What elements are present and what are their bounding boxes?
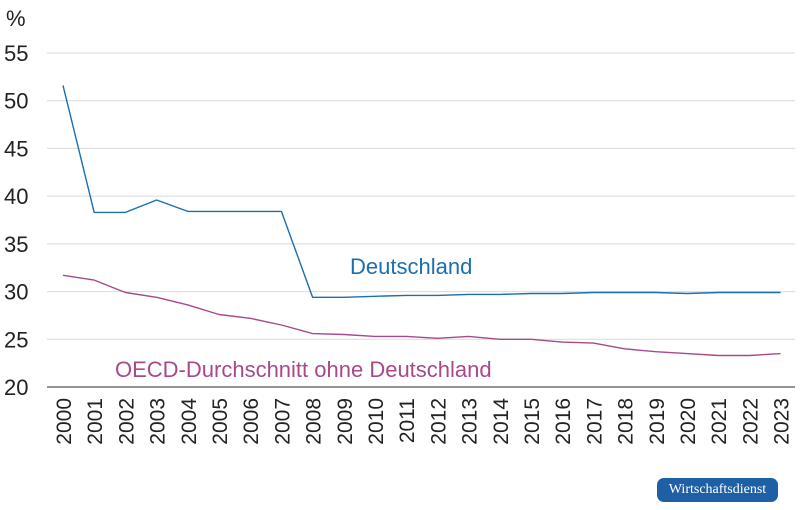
x-tick-label: 2008: [303, 398, 326, 445]
y-tick-label: 50: [4, 89, 28, 114]
x-tick-label: 2016: [552, 398, 575, 445]
x-tick-label: 2020: [677, 398, 700, 445]
x-axis-ticks: 2000 2001 2002 2003 2004 2005 2006 2007 2008 2009…: [53, 398, 794, 445]
series-label-deutschland: Deutschland: [350, 254, 472, 279]
y-tick-label: 40: [4, 184, 28, 209]
y-tick-label: 25: [4, 327, 28, 352]
y-tick-label: 45: [4, 136, 28, 161]
x-tick-label: 2015: [521, 398, 544, 445]
y-tick-label: 20: [4, 375, 28, 400]
x-tick-label: 2023: [771, 398, 794, 445]
x-tick-label: 2001: [84, 398, 107, 445]
x-tick-label: 2018: [615, 398, 638, 445]
gridlines: [47, 52, 795, 340]
x-tick-label: 2011: [396, 398, 419, 443]
series-label-oecd-average: OECD-Durchschnitt ohne Deutschland: [115, 357, 492, 382]
series-lines: [62, 85, 781, 357]
y-axis-ticks: 20 25 30 35 40 45 50 55: [4, 41, 28, 400]
x-tick-label: 2003: [147, 398, 170, 445]
x-tick-label: 2010: [365, 398, 388, 445]
y-tick-label: 55: [4, 41, 28, 66]
publisher-badge: Wirtschaftsdienst: [657, 478, 778, 502]
x-tick-label: 2021: [708, 398, 731, 445]
y-axis-unit-label: %: [6, 6, 26, 31]
x-tick-label: 2007: [271, 398, 294, 445]
x-tick-label: 2017: [583, 398, 606, 445]
y-tick-label: 30: [4, 280, 28, 305]
x-tick-label: 2009: [334, 398, 357, 445]
x-tick-label: 2014: [490, 398, 513, 445]
series-line-deutschland: [62, 85, 781, 298]
series-line-oecd-average: [62, 274, 781, 357]
series-labels: Deutschland OECD-Durchschnitt ohne Deutsc…: [115, 254, 492, 382]
x-tick-label: 2012: [427, 398, 450, 445]
x-tick-label: 2000: [53, 398, 76, 445]
x-tick-label: 2005: [209, 398, 232, 445]
x-tick-label: 2019: [646, 398, 669, 445]
x-tick-label: 2006: [240, 398, 263, 445]
x-tick-label: 2002: [115, 398, 138, 445]
x-tick-label: 2022: [739, 398, 762, 445]
x-tick-label: 2013: [459, 398, 482, 445]
y-tick-label: 35: [4, 232, 28, 257]
x-tick-label: 2004: [178, 398, 201, 445]
